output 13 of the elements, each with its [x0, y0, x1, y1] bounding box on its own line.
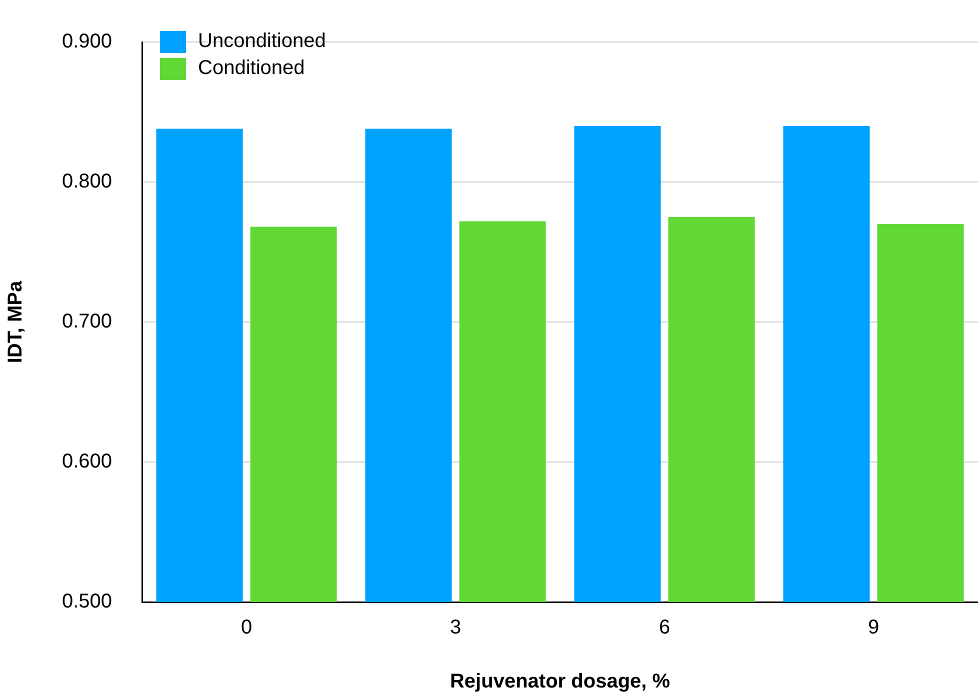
y-tick-label: 0.600: [62, 450, 112, 473]
legend-label: Conditioned: [198, 57, 305, 80]
y-tick-label: 0.800: [62, 170, 112, 193]
x-tick-label: 0: [240, 616, 252, 639]
y-tick-label: 0.500: [62, 590, 112, 613]
x-tick-label: 6: [658, 616, 670, 639]
legend-label: Unconditioned: [198, 30, 326, 53]
y-tick-label: 0.700: [62, 310, 112, 333]
x-tick-label: 9: [868, 616, 880, 639]
y-tick-label: 0.900: [62, 30, 112, 53]
y-axis-title: IDT, MPa: [4, 280, 27, 364]
x-tick-label: 3: [450, 616, 462, 639]
x-axis-title: Rejuvenator dosage, %: [450, 670, 670, 693]
